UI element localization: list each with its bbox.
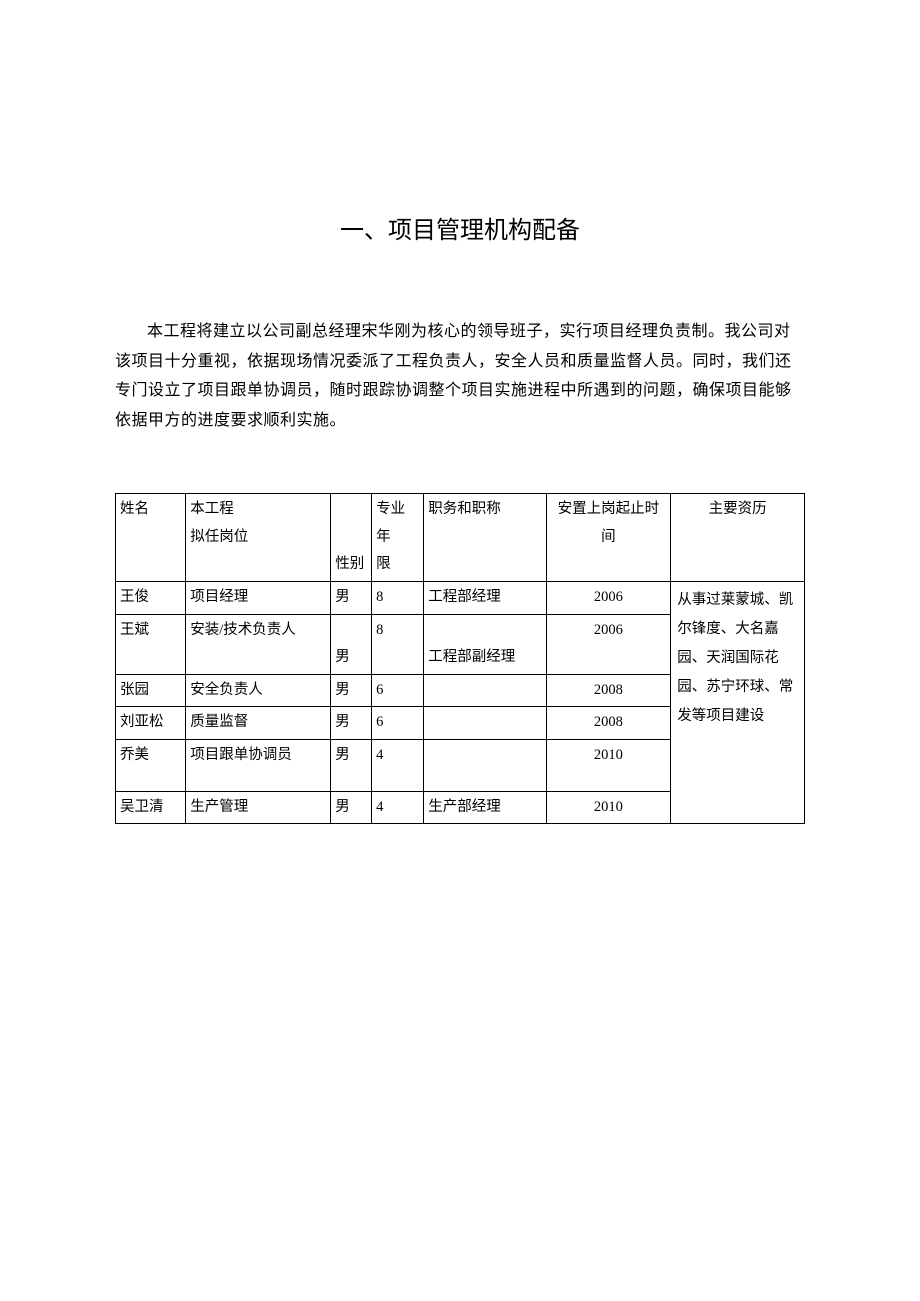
cell-name: 张园 (116, 674, 186, 707)
cell-time: 2010 (546, 739, 671, 791)
header-time-line2: 间 (601, 529, 616, 545)
page-title: 一、项目管理机构配备 (115, 210, 805, 245)
cell-position: 项目跟单协调员 (186, 739, 331, 791)
cell-gender: 男 (331, 707, 372, 740)
cell-position: 项目经理 (186, 582, 331, 615)
header-time: 安置上岗起止时 间 (546, 494, 671, 582)
cell-gender: 男 (331, 674, 372, 707)
cell-name: 吴卫清 (116, 791, 186, 824)
cell-position: 安装/技术负责人 (186, 614, 331, 674)
cell-job-title: 生产部经理 (424, 791, 546, 824)
header-years: 专业年 限 (372, 494, 424, 582)
cell-experience: 从事过莱蒙城、凯尔锋度、大名嘉园、天润国际花园、苏宁环球、常发等项目建设 (671, 582, 805, 824)
table-row: 王俊 项目经理 男 8 工程部经理 2006 从事过莱蒙城、凯尔锋度、大名嘉园、… (116, 582, 805, 615)
cell-job-title (424, 674, 546, 707)
header-years-line2: 限 (376, 556, 391, 572)
cell-time: 2010 (546, 791, 671, 824)
cell-position: 质量监督 (186, 707, 331, 740)
cell-years: 8 (372, 582, 424, 615)
cell-name: 王俊 (116, 582, 186, 615)
cell-job-title: 工程部副经理 (424, 614, 546, 674)
table-header-row: 姓名 本工程 拟任岗位 性别 专业年 限 职务和职称 安置上岗起止时 间 主要资… (116, 494, 805, 582)
header-position-line2: 拟任岗位 (190, 529, 248, 545)
cell-gender: 男 (331, 739, 372, 791)
cell-position: 安全负责人 (186, 674, 331, 707)
header-experience: 主要资历 (671, 494, 805, 582)
cell-time: 2006 (546, 614, 671, 674)
cell-name: 乔美 (116, 739, 186, 791)
cell-gender: 男 (331, 614, 372, 674)
cell-years: 4 (372, 739, 424, 791)
cell-time: 2008 (546, 674, 671, 707)
header-name: 姓名 (116, 494, 186, 582)
cell-time: 2006 (546, 582, 671, 615)
cell-position: 生产管理 (186, 791, 331, 824)
personnel-table: 姓名 本工程 拟任岗位 性别 专业年 限 职务和职称 安置上岗起止时 间 主要资… (115, 493, 805, 824)
intro-paragraph: 本工程将建立以公司副总经理宋华刚为核心的领导班子，实行项目经理负责制。我公司对该… (115, 317, 805, 435)
header-gender: 性别 (331, 494, 372, 582)
cell-gender: 男 (331, 791, 372, 824)
header-years-line1: 专业年 (376, 501, 405, 545)
cell-job-title (424, 707, 546, 740)
header-job-title: 职务和职称 (424, 494, 546, 582)
cell-job-title (424, 739, 546, 791)
cell-gender: 男 (331, 582, 372, 615)
cell-time: 2008 (546, 707, 671, 740)
cell-name: 王斌 (116, 614, 186, 674)
cell-job-title: 工程部经理 (424, 582, 546, 615)
header-position: 本工程 拟任岗位 (186, 494, 331, 582)
cell-years: 6 (372, 707, 424, 740)
header-position-line1: 本工程 (190, 501, 234, 517)
header-time-line1: 安置上岗起止时 (558, 501, 660, 517)
cell-name: 刘亚松 (116, 707, 186, 740)
cell-years: 6 (372, 674, 424, 707)
cell-years: 8 (372, 614, 424, 674)
cell-years: 4 (372, 791, 424, 824)
